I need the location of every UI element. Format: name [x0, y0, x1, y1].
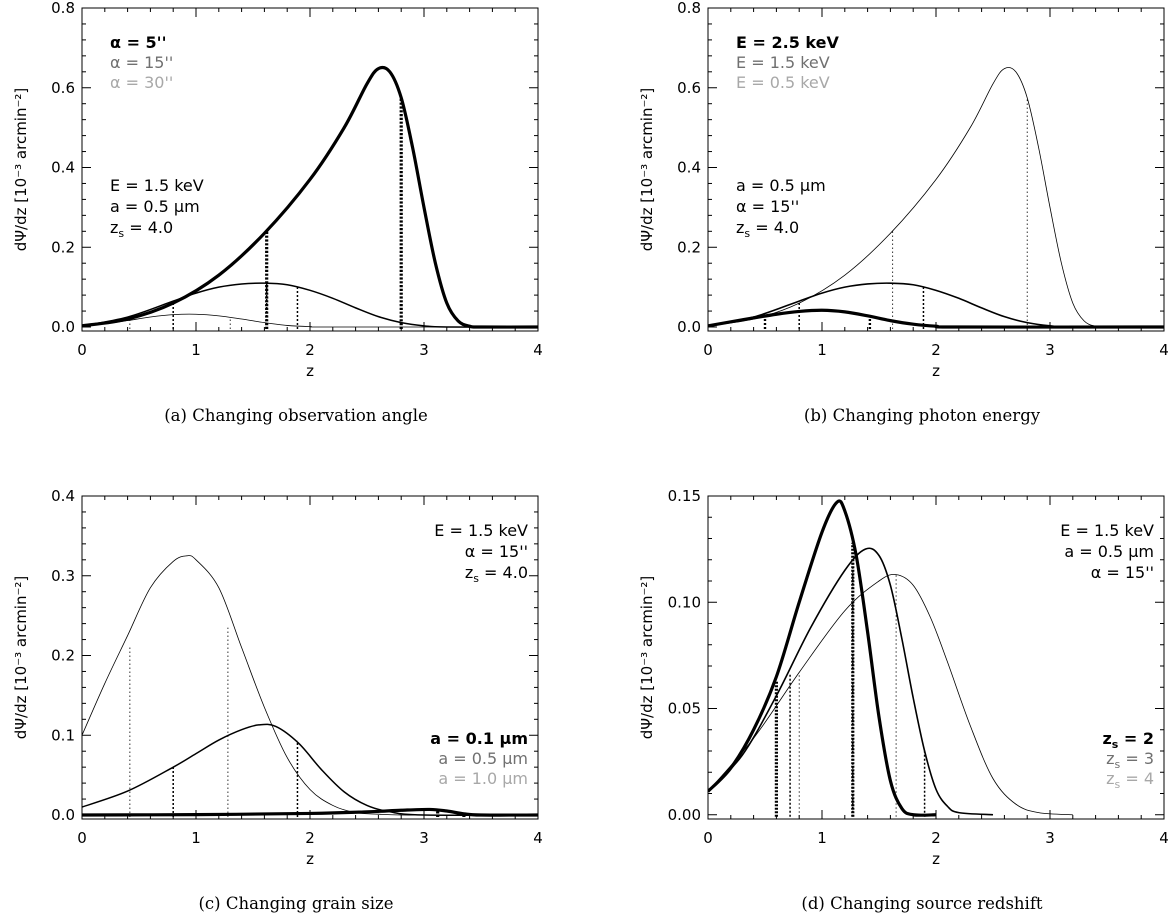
x-tick-label: 1 — [817, 829, 827, 847]
series-line-3 — [708, 308, 1164, 329]
y-tick-label: 0.6 — [51, 79, 75, 97]
parameter-label: E = 1.5 keV — [110, 176, 204, 195]
y-tick-label: 0.4 — [677, 159, 701, 177]
y-tick-label: 0.0 — [677, 318, 701, 336]
legend-entry: zs = 4 — [1106, 769, 1154, 791]
series-line-1 — [708, 499, 937, 817]
y-tick-label: 0.0 — [51, 318, 75, 336]
parameter-label: α = 15'' — [1091, 563, 1154, 582]
y-axis-label: dΨ/dz [10⁻³ arcmin⁻²] — [12, 576, 30, 740]
x-axis-label: z — [306, 362, 314, 380]
x-tick-label: 3 — [1045, 341, 1055, 359]
series-line-3 — [82, 313, 538, 328]
x-tick-label: 3 — [419, 829, 429, 847]
x-axis-label: z — [932, 362, 940, 380]
x-tick-label: 0 — [77, 341, 87, 359]
parameter-label: zs = 4.0 — [736, 218, 799, 240]
series-line-2 — [708, 282, 1164, 328]
y-tick-label: 0.6 — [677, 79, 701, 97]
x-tick-label: 0 — [703, 829, 713, 847]
parameter-label: a = 0.5 μm — [1064, 542, 1154, 561]
chart-panel-3: 0 1 2 3 4 0.0 0.1 0.2 0.3 0.4 z dΨ/dz [10⁻³ arcmin⁻… — [12, 487, 543, 913]
parameter-label: a = 0.5 μm — [110, 197, 200, 216]
panel-caption: (b) Changing photon energy — [804, 406, 1041, 425]
x-tick-label: 0 — [703, 341, 713, 359]
x-tick-label: 2 — [305, 829, 315, 847]
y-axis-label: dΨ/dz [10⁻³ arcmin⁻²] — [12, 88, 30, 252]
y-tick-label: 0.00 — [668, 806, 701, 824]
legend-entry: a = 0.5 μm — [438, 749, 528, 768]
parameter-label: zs = 4.0 — [110, 218, 173, 240]
x-tick-label: 2 — [305, 341, 315, 359]
y-axis-label: dΨ/dz [10⁻³ arcmin⁻²] — [638, 576, 656, 740]
legend-entry: E = 2.5 keV — [736, 33, 839, 52]
x-tick-label: 4 — [1159, 341, 1169, 359]
series-line-2 — [708, 547, 994, 816]
y-tick-label: 0.8 — [677, 0, 701, 17]
series-line-2 — [82, 282, 538, 328]
parameter-label: E = 1.5 keV — [1060, 521, 1154, 540]
panel-caption: (d) Changing source redshift — [801, 894, 1043, 913]
legend-entry: zs = 3 — [1106, 749, 1154, 771]
panel-caption: (a) Changing observation angle — [164, 406, 428, 425]
legend-entry: α = 30'' — [110, 73, 173, 92]
x-tick-label: 3 — [1045, 829, 1055, 847]
chart-panel-2: 0 1 2 3 4 0.0 0.2 0.4 0.6 0.8 z dΨ/dz [10⁻³ arcmin⁻… — [638, 0, 1169, 425]
panel-caption: (c) Changing grain size — [199, 894, 394, 913]
x-tick-label: 1 — [817, 341, 827, 359]
parameter-label: E = 1.5 keV — [434, 521, 528, 540]
x-axis-label: z — [306, 850, 314, 868]
legend-entry: a = 1.0 μm — [438, 769, 528, 788]
parameter-label: a = 0.5 μm — [736, 176, 826, 195]
legend-entry: zs = 2 — [1102, 729, 1154, 751]
legend-entry: E = 0.5 keV — [736, 73, 830, 92]
legend-entry: a = 0.1 μm — [430, 729, 528, 748]
chart-panel-4: 0 1 2 3 4 0.00 0.05 0.10 0.15 z dΨ/dz [10⁻³ arcmin… — [638, 487, 1169, 913]
y-tick-label: 0.1 — [51, 726, 75, 744]
y-tick-label: 0.10 — [668, 593, 701, 611]
x-tick-label: 4 — [533, 341, 543, 359]
series-line-1 — [82, 65, 538, 329]
x-axis-label: z — [932, 850, 940, 868]
x-tick-label: 2 — [931, 341, 941, 359]
x-tick-label: 3 — [419, 341, 429, 359]
series-line-1 — [708, 67, 1164, 328]
y-tick-label: 0.3 — [51, 567, 75, 585]
chart-panel-1: 0 1 2 3 4 0.0 0.2 0.4 0.6 0.8 z dΨ/dz [10⁻³ arcmin⁻… — [12, 0, 543, 425]
x-tick-label: 1 — [191, 829, 201, 847]
y-tick-label: 0.2 — [51, 238, 75, 256]
parameter-label: α = 15'' — [736, 197, 799, 216]
y-axis-label: dΨ/dz [10⁻³ arcmin⁻²] — [638, 88, 656, 252]
x-tick-label: 4 — [1159, 829, 1169, 847]
x-tick-label: 1 — [191, 341, 201, 359]
y-tick-label: 0.2 — [51, 647, 75, 665]
legend-entry: α = 5'' — [110, 33, 166, 52]
y-tick-label: 0.0 — [51, 806, 75, 824]
legend-entry: E = 1.5 keV — [736, 53, 830, 72]
parameter-label: zs = 4.0 — [465, 563, 528, 585]
y-tick-label: 0.05 — [668, 700, 701, 718]
x-tick-label: 0 — [77, 829, 87, 847]
y-tick-label: 0.8 — [51, 0, 75, 17]
y-tick-label: 0.15 — [668, 487, 701, 505]
legend-entry: α = 15'' — [110, 53, 173, 72]
y-tick-label: 0.2 — [677, 238, 701, 256]
y-tick-label: 0.4 — [51, 159, 75, 177]
x-tick-label: 2 — [931, 829, 941, 847]
series-line-3 — [708, 574, 1073, 816]
parameter-label: α = 15'' — [465, 542, 528, 561]
series-line-3 — [82, 807, 538, 817]
x-tick-label: 4 — [533, 829, 543, 847]
series-line-1 — [82, 555, 425, 816]
y-tick-label: 0.4 — [51, 487, 75, 505]
